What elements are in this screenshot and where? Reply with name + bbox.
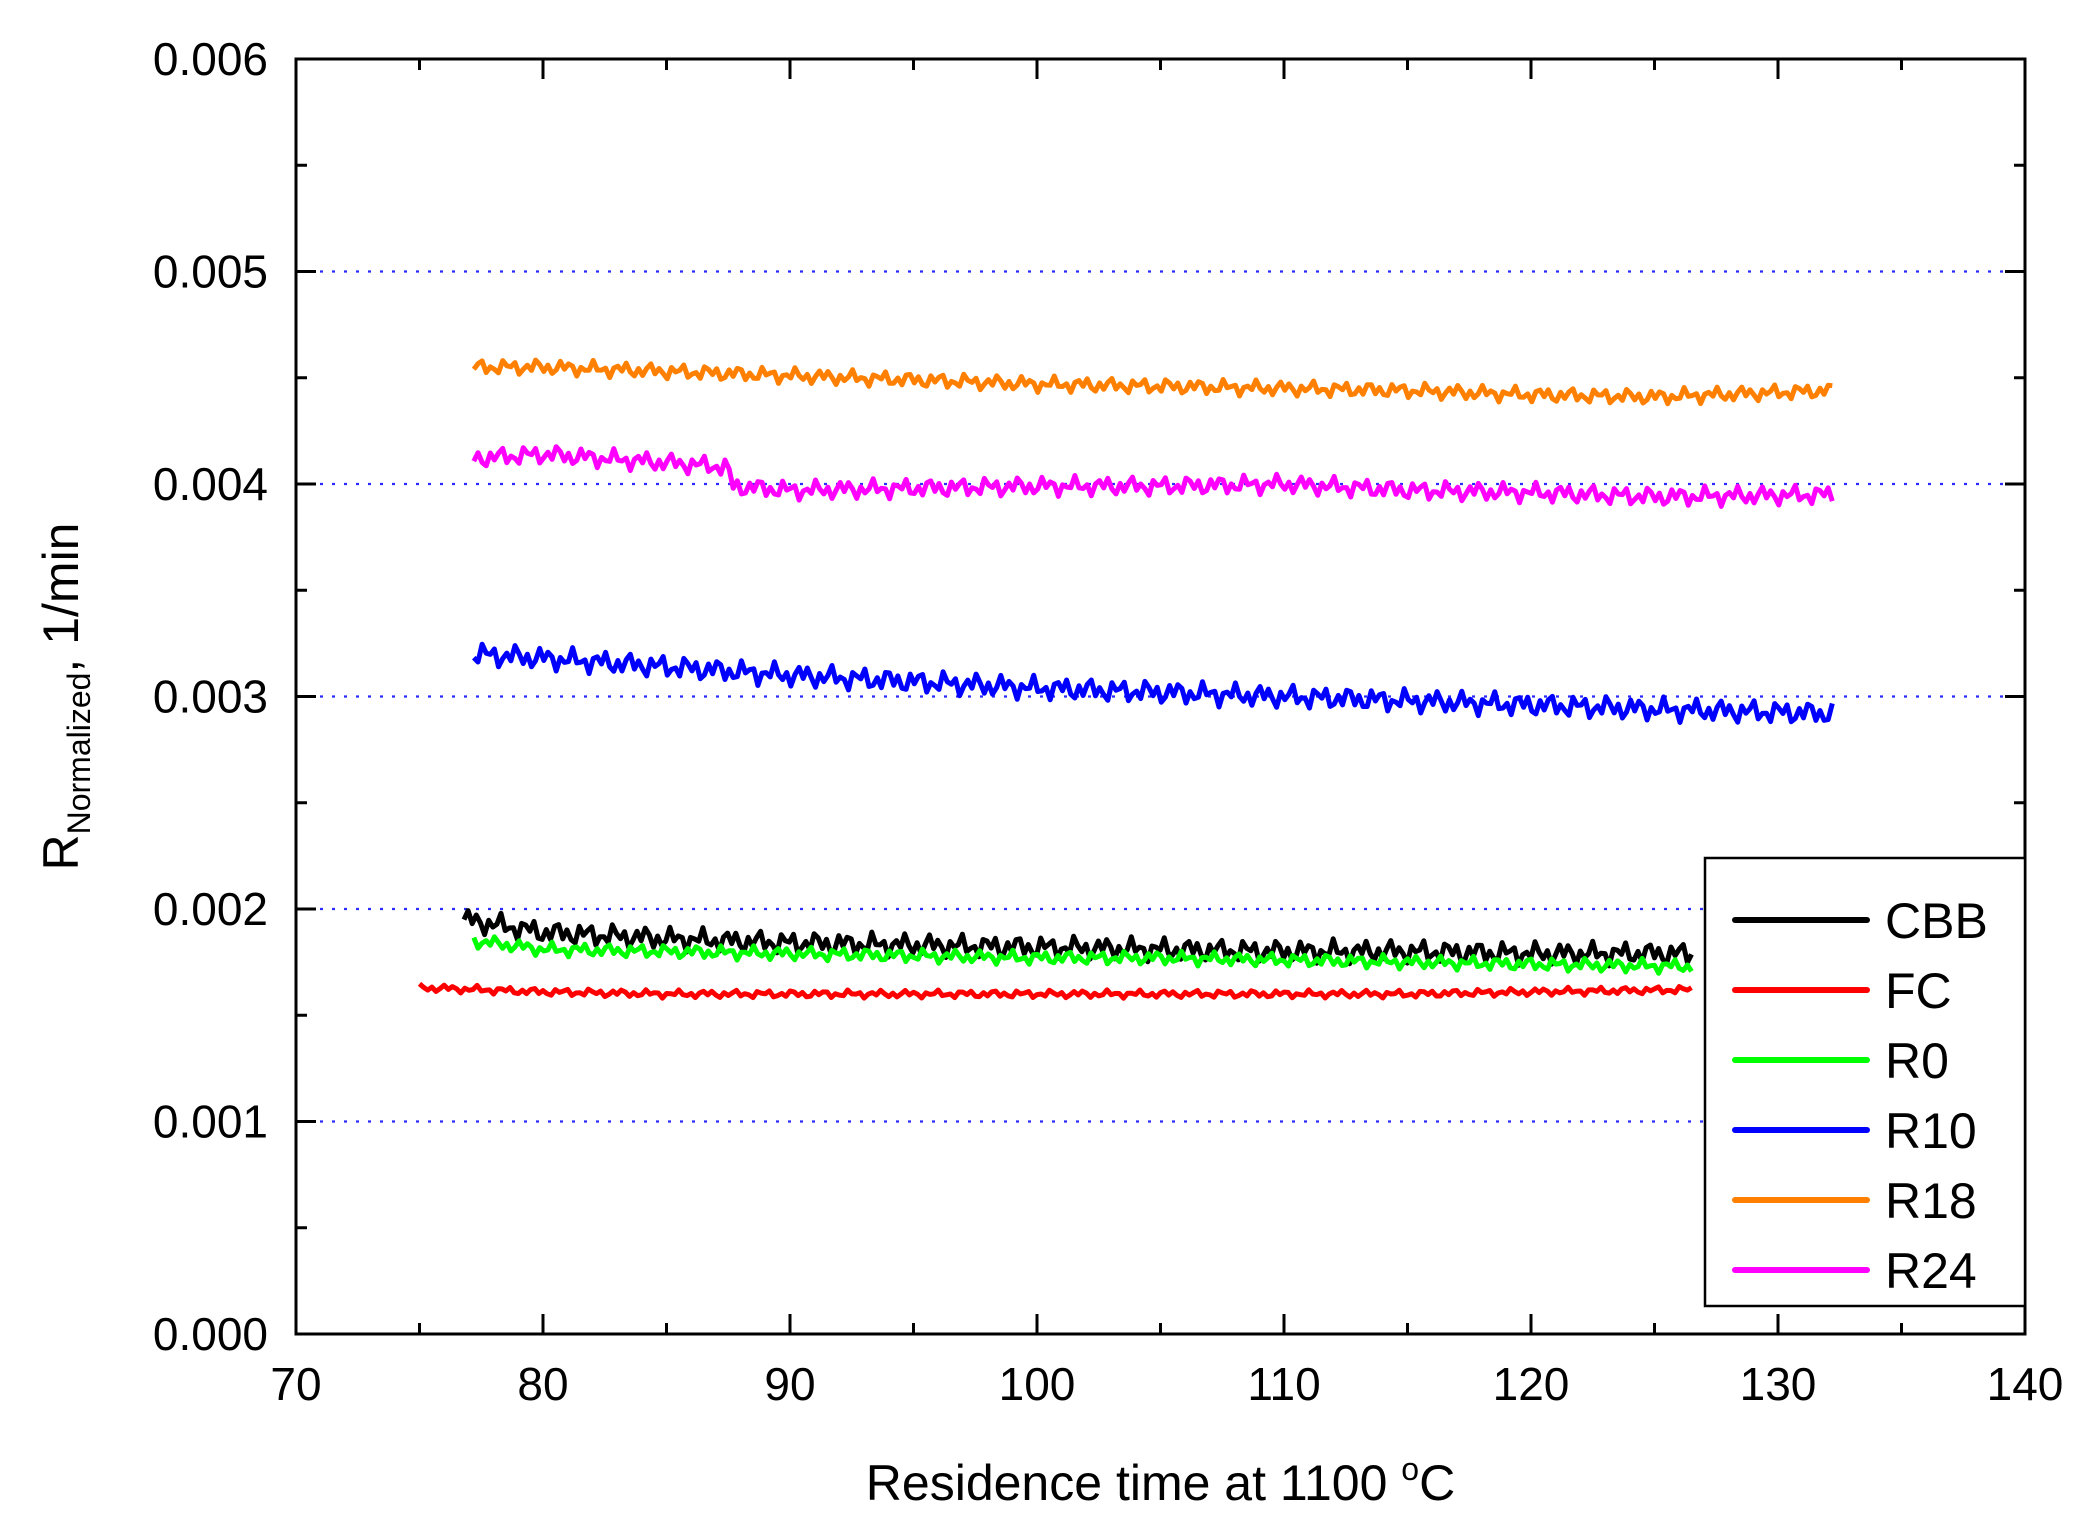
- y-tick-label-4: 0.004: [153, 458, 268, 510]
- x-axis-title-unit: C: [1419, 1455, 1455, 1511]
- y-tick-label-5: 0.005: [153, 246, 268, 298]
- series-line-r10: [471, 641, 1835, 725]
- x-tick-label-5: 120: [1493, 1358, 1570, 1410]
- x-axis-title-degree: o: [1401, 1451, 1419, 1487]
- y-axis-title-main: R: [33, 834, 89, 870]
- x-tick-label-3: 100: [999, 1358, 1076, 1410]
- y-tick-label-2: 0.002: [153, 883, 268, 935]
- legend-label-r18: R18: [1885, 1173, 1977, 1229]
- x-axis-title-text: Residence time at 1100: [866, 1455, 1402, 1511]
- series-line-r0: [471, 934, 1694, 976]
- legend-label-r0: R0: [1885, 1033, 1949, 1089]
- x-axis-title: Residence time at 1100 oC: [866, 1451, 1455, 1511]
- y-tick-label-3: 0.003: [153, 671, 268, 723]
- legend-label-cbb: CBB: [1885, 893, 1988, 949]
- legend-label-fc: FC: [1885, 963, 1952, 1019]
- series-line-r18: [471, 357, 1833, 407]
- y-tick-label-0: 0.000: [153, 1308, 268, 1360]
- x-tick-label-2: 90: [764, 1358, 815, 1410]
- y-axis-title-tail: , 1/min: [33, 523, 89, 673]
- series-line-cbb: [461, 908, 1694, 969]
- x-tick-label-1: 80: [517, 1358, 568, 1410]
- y-tick-label-6: 0.006: [153, 33, 268, 85]
- legend-label-r24: R24: [1885, 1243, 1977, 1299]
- series-line-fc: [417, 981, 1693, 1001]
- y-axis-title: RNormalized, 1/min: [33, 523, 97, 871]
- series-layer: [417, 357, 1835, 1001]
- tick-layer: 70 80 90 100 110 120 130 140 0.000 0.001 0.002 0.00…: [153, 33, 2064, 1410]
- y-axis-title-sub: Normalized: [61, 673, 97, 835]
- x-tick-label-4: 110: [1247, 1358, 1320, 1410]
- legend-box: [1703, 856, 2027, 1308]
- y-tick-label-1: 0.001: [153, 1096, 268, 1148]
- x-tick-label-0: 70: [270, 1358, 321, 1410]
- x-tick-label-6: 130: [1740, 1358, 1817, 1410]
- series-line-r24: [471, 444, 1835, 509]
- legend-label-r10: R10: [1885, 1103, 1977, 1159]
- legend: CBB FC R0 R10 R18 R24: [1703, 856, 2027, 1308]
- x-tick-label-7: 140: [1987, 1358, 2064, 1410]
